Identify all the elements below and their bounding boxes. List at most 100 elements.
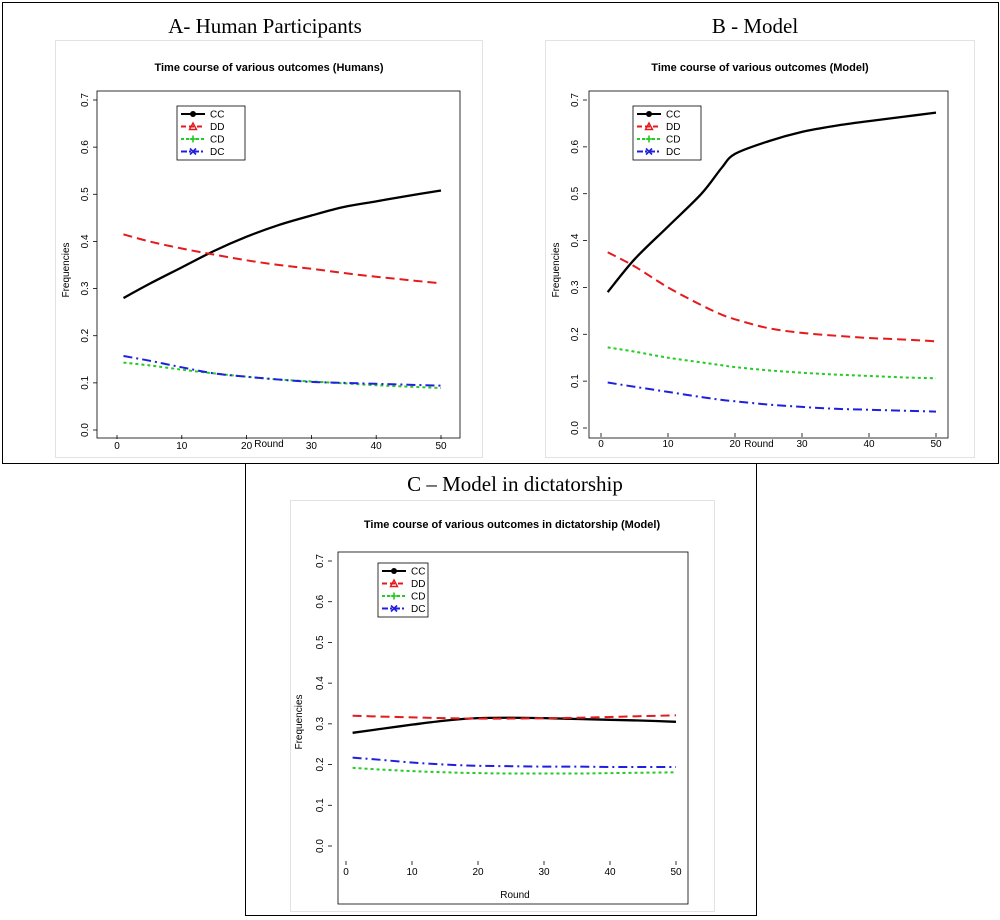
y-tick-label: 0.5 xyxy=(315,635,326,649)
legend-label-dd: DD xyxy=(210,122,224,133)
x-tick-label: 10 xyxy=(662,439,674,450)
legend-marker-dc xyxy=(645,147,653,156)
legend-marker-cd xyxy=(189,135,197,143)
x-axis-label: Round xyxy=(744,439,773,450)
x-tick-label: 30 xyxy=(306,441,318,452)
chart-frame xyxy=(290,500,715,912)
y-tick-label: 0.1 xyxy=(315,798,326,812)
chart-title: Time course of various outcomes (Humans) xyxy=(154,62,383,74)
y-tick-label: 0.7 xyxy=(570,93,581,107)
legend-label-dc: DC xyxy=(666,147,680,158)
y-tick-label: 0.2 xyxy=(80,328,91,342)
legend-marker-cc xyxy=(190,111,196,117)
legend-label-dc: DC xyxy=(210,147,224,158)
series-line-cc xyxy=(606,111,937,293)
y-tick-label: 0.3 xyxy=(315,716,326,730)
legend-label-cd: CD xyxy=(411,592,425,603)
y-tick-label: 0.4 xyxy=(80,234,91,248)
plot-area-box xyxy=(588,90,949,439)
x-tick-label: 10 xyxy=(406,867,418,878)
legend-label-dd: DD xyxy=(411,579,425,590)
x-tick-label: 40 xyxy=(371,441,383,452)
legend-marker-dc xyxy=(390,604,398,613)
chart-frame xyxy=(55,40,483,458)
chart-marks: 0 10 20 30 40 50 0.0 0.1 0.2 0.3 0.4 0.5 0.6 0.7 xyxy=(80,93,447,452)
panel-b-label: B - Model xyxy=(711,14,799,38)
y-tick-label: 0.4 xyxy=(570,233,581,247)
x-tick-label: 0 xyxy=(114,441,120,452)
x-tick-label: 10 xyxy=(176,441,188,452)
chart-marks: 0 10 20 30 40 50 0.0 0.1 0.2 0.3 0.4 0.5 0.6 0.7 xyxy=(315,554,682,878)
series-line-dc xyxy=(352,756,676,769)
y-tick-label: 0.0 xyxy=(315,839,326,853)
x-tick-label: 40 xyxy=(604,867,616,878)
x-tick-label: 50 xyxy=(670,867,682,878)
y-tick-label: 0.7 xyxy=(315,554,326,568)
x-tick-label: 20 xyxy=(241,441,253,452)
legend-marker-dd xyxy=(644,121,654,131)
x-tick-label: 30 xyxy=(796,439,808,450)
x-tick-label: 20 xyxy=(729,439,741,450)
legend-marker-dc xyxy=(189,147,197,156)
x-tick-label: 30 xyxy=(538,867,550,878)
chart-dictatorship: Time course of various outcomes in dicta… xyxy=(290,500,715,912)
y-tick-label: 0.6 xyxy=(315,594,326,608)
x-tick-label: 0 xyxy=(598,439,604,450)
y-tick-label: 0.2 xyxy=(570,327,581,341)
chart-model: Time course of various outcomes (Model) … xyxy=(545,40,975,458)
legend-marker-cc xyxy=(391,568,397,574)
chart-title: Time course of various outcomes (Model) xyxy=(651,62,869,74)
legend-label-cd: CD xyxy=(666,135,680,146)
y-tick-label: 0.7 xyxy=(80,93,91,107)
y-axis-label: Frequencies xyxy=(61,242,72,297)
chart-title: Time course of various outcomes in dicta… xyxy=(364,519,661,531)
y-tick-label: 0.1 xyxy=(570,374,581,388)
legend-label-cc: CC xyxy=(666,110,680,121)
legend-label-dc: DC xyxy=(411,604,425,615)
series-line-dd xyxy=(123,233,442,285)
legend-label-cc: CC xyxy=(411,567,425,578)
x-axis-label: Round xyxy=(500,890,529,901)
x-tick-label: 40 xyxy=(863,439,875,450)
y-tick-label: 0.5 xyxy=(570,186,581,200)
x-axis-label: Round xyxy=(254,439,283,450)
series-line-cd xyxy=(607,346,937,380)
plot-area-box xyxy=(337,551,689,905)
series-line-dd xyxy=(352,714,677,720)
y-tick-label: 0.3 xyxy=(80,281,91,295)
legend-marker-dd xyxy=(188,121,198,131)
y-tick-label: 0.0 xyxy=(80,423,91,437)
legend-label-cc: CC xyxy=(210,110,224,121)
y-tick-label: 0.6 xyxy=(570,139,581,153)
y-tick-label: 0.4 xyxy=(315,676,326,690)
panel-c-label: C – Model in dictatorship xyxy=(407,472,623,496)
x-tick-label: 50 xyxy=(930,439,942,450)
panel-a-label: A- Human Participants xyxy=(168,14,362,38)
legend-label-dd: DD xyxy=(666,122,680,133)
x-tick-label: 50 xyxy=(435,441,447,452)
legend-marker-cd xyxy=(390,592,398,600)
series-line-dc xyxy=(123,355,442,387)
legend-marker-cc xyxy=(646,111,652,117)
y-tick-label: 0.5 xyxy=(80,187,91,201)
y-axis-label: Frequencies xyxy=(551,242,562,297)
y-tick-label: 0.6 xyxy=(80,140,91,154)
chart-humans: Time course of various outcomes (Humans)… xyxy=(55,40,483,458)
series-line-cd xyxy=(352,766,677,775)
series-line-dc xyxy=(607,381,937,413)
plot-area-box xyxy=(96,90,461,439)
y-axis-label: Frequencies xyxy=(294,694,305,749)
x-tick-label: 20 xyxy=(472,867,484,878)
legend-marker-dd xyxy=(389,578,399,588)
chart-frame xyxy=(545,40,975,458)
y-tick-label: 0.3 xyxy=(570,280,581,294)
y-tick-label: 0.0 xyxy=(570,421,581,435)
series-line-cc xyxy=(122,189,442,300)
y-tick-label: 0.1 xyxy=(80,375,91,389)
series-line-dd xyxy=(607,251,937,343)
x-tick-label: 0 xyxy=(343,867,349,878)
legend-label-cd: CD xyxy=(210,135,224,146)
